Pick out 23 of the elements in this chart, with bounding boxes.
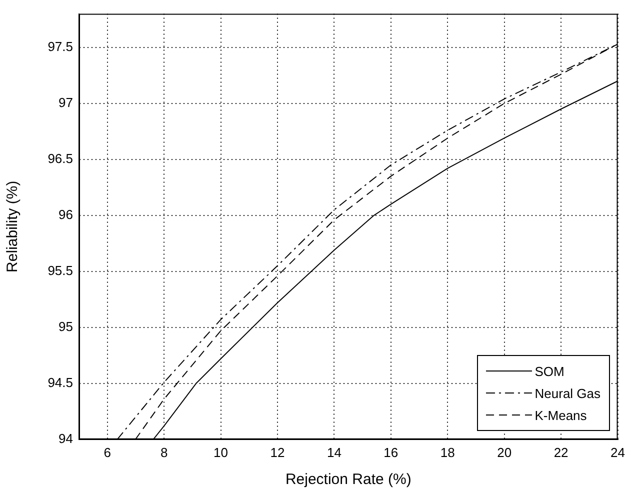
y-tick-label: 94 [58,430,73,446]
x-tick-label: 12 [270,444,285,460]
y-tick-label: 96.5 [48,150,73,166]
x-tick-label: 22 [554,444,568,460]
y-tick-label: 95 [58,318,73,334]
x-tick-label: 8 [160,444,168,460]
y-tick-label: 95.5 [48,262,73,278]
x-tick-label: 18 [440,444,455,460]
x-axis-title: Rejection Rate (%) [285,471,412,488]
x-tick-label: 10 [214,444,228,460]
y-tick-label: 96 [58,206,73,222]
x-tick-label: 24 [610,444,626,460]
y-tick-label: 94.5 [48,374,73,390]
legend-label: K-Means [534,408,587,423]
y-tick-label: 97.5 [48,38,73,54]
y-axis-title: Reliability (%) [4,180,22,272]
y-tick-label: 97 [58,94,73,110]
x-tick-label: 14 [326,444,342,460]
x-tick-label: 20 [497,444,512,460]
legend-label: SOM [534,364,564,379]
x-tick-label: 16 [384,444,398,460]
legend-label: Neural Gas [534,386,601,401]
x-tick-label: 6 [104,444,111,460]
